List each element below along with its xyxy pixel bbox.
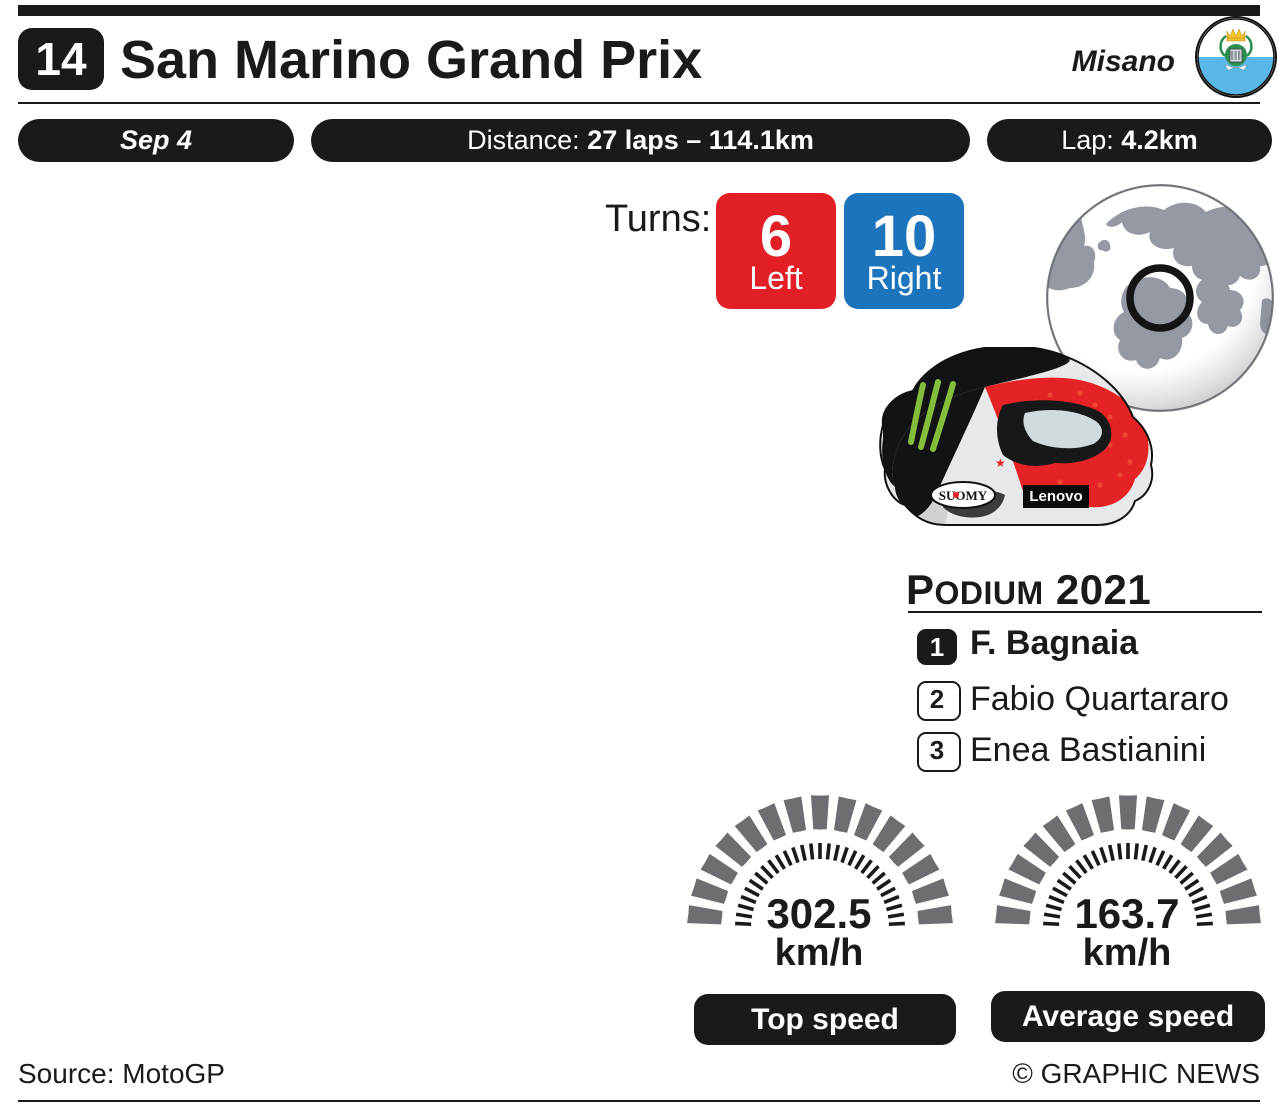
svg-text:SUOMY: SUOMY [939,488,988,503]
svg-text:★: ★ [995,456,1006,470]
svg-text:Lenovo: Lenovo [1029,488,1082,505]
